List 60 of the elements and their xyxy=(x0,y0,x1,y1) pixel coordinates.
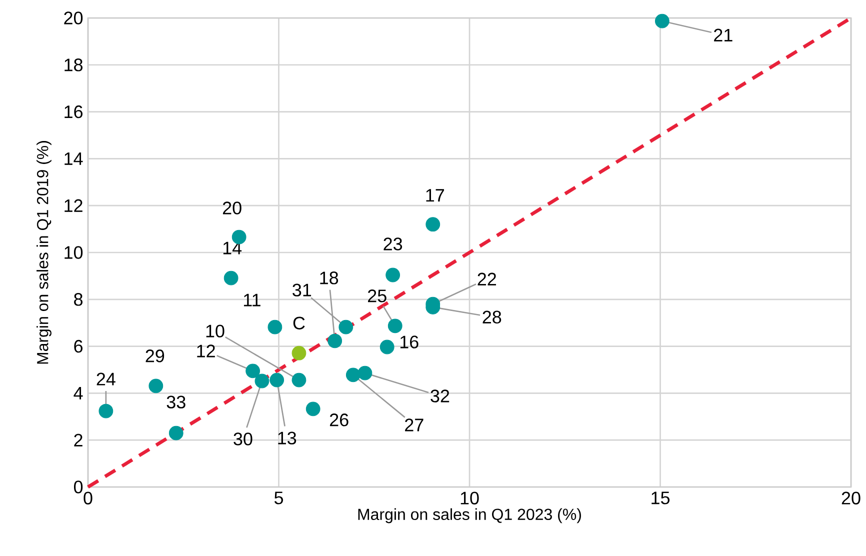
point xyxy=(388,318,402,334)
point xyxy=(270,372,284,388)
x-tick-label: 0 xyxy=(84,492,92,504)
y-tick-label: 10 xyxy=(64,246,83,259)
annotation: 25 xyxy=(368,290,386,302)
y-tick-label: 14 xyxy=(64,152,83,165)
point xyxy=(328,334,342,348)
annotation: 13 xyxy=(278,432,296,444)
x-tick-label: 5 xyxy=(274,492,284,504)
annotation: 10 xyxy=(206,324,224,338)
annotation: 12 xyxy=(197,344,215,358)
annotation: 28 xyxy=(482,310,502,324)
y-tick-label: 6 xyxy=(74,340,82,353)
point xyxy=(306,402,320,416)
annotation: 11 xyxy=(244,294,260,306)
point xyxy=(246,364,260,378)
annotation: 17 xyxy=(426,189,444,202)
point xyxy=(380,340,394,354)
y-tick-label: 2 xyxy=(74,434,82,446)
point xyxy=(386,268,400,282)
x-axis-title: Margin on sales in Q1 2023 (%) xyxy=(358,508,581,524)
point xyxy=(358,366,372,380)
annotation: 23 xyxy=(384,238,402,250)
x-tick-label: 20 xyxy=(842,492,860,504)
point xyxy=(292,346,306,360)
point xyxy=(268,320,282,334)
x-tick-label: 15 xyxy=(652,492,670,504)
point xyxy=(654,14,670,28)
annotation: 30 xyxy=(234,432,252,446)
y-tick-label: 12 xyxy=(64,199,82,212)
point xyxy=(148,378,164,394)
annotation: 16 xyxy=(400,336,418,348)
y-tick-label: 16 xyxy=(64,105,82,118)
y-tick-label: 8 xyxy=(74,293,82,306)
point xyxy=(346,368,360,382)
point xyxy=(292,372,306,388)
y-tick-label: 4 xyxy=(74,387,83,400)
point xyxy=(168,426,184,440)
point xyxy=(224,270,238,286)
annotation: 27 xyxy=(405,418,424,432)
annotation: C xyxy=(293,316,305,330)
x-tick-label: 10 xyxy=(460,492,479,504)
point xyxy=(426,217,440,232)
point xyxy=(98,404,114,418)
annotation: 31 xyxy=(292,284,312,296)
annotation: 22 xyxy=(478,272,496,286)
y-tick-label: 0 xyxy=(74,480,83,494)
annotation: 32 xyxy=(430,390,450,402)
y-tick-label: 18 xyxy=(64,58,82,72)
annotation: 24 xyxy=(96,372,116,386)
annotation: 26 xyxy=(330,414,348,426)
annotation: 33 xyxy=(166,396,186,408)
annotation: 29 xyxy=(146,350,164,362)
annotation: 20 xyxy=(222,202,242,214)
annotation: 18 xyxy=(320,272,338,284)
y-axis-title: Margin on sales in Q1 2019 (%) xyxy=(36,141,52,364)
point xyxy=(338,320,354,334)
annotation: 21 xyxy=(714,28,732,42)
y-tick-label: 20 xyxy=(64,12,83,24)
point xyxy=(254,374,270,388)
